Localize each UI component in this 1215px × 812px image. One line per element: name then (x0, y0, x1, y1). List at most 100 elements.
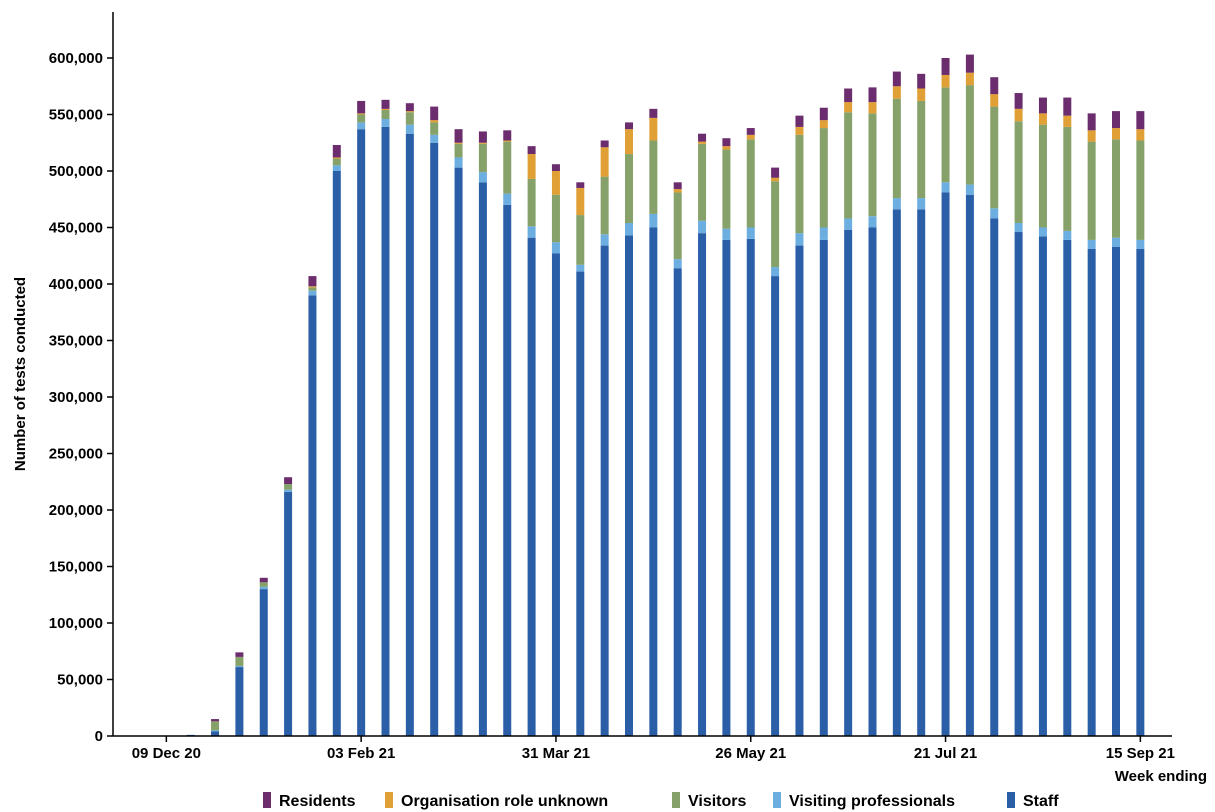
bar-segment-visitors (405, 112, 414, 125)
bar-segment-staff (405, 133, 414, 736)
bar-segment-visitors (868, 113, 877, 217)
bar-stack (892, 71, 901, 737)
bar-segment-organisation-role-unknown (868, 102, 877, 114)
bar-segment-visiting-professionals (259, 586, 268, 590)
bar-segment-staff (551, 253, 560, 737)
bar-segment-staff (235, 667, 244, 736)
bar-segment-staff (1136, 248, 1145, 736)
x-tick-label: 31 Mar 21 (522, 745, 590, 762)
legend-label: Organisation role unknown (401, 793, 608, 810)
bar-segment-visiting-professionals (503, 193, 512, 205)
bar-segment-visitors (576, 215, 585, 265)
bar-segment-staff (576, 271, 585, 736)
x-axis-title: Week ending (1115, 768, 1207, 785)
bar-segment-residents (990, 77, 999, 95)
bar-segment-residents (673, 182, 682, 190)
bar-stack (381, 99, 390, 737)
bar-segment-organisation-role-unknown (771, 177, 780, 182)
bar-segment-visiting-professionals (941, 182, 950, 193)
bar-segment-residents (259, 577, 268, 583)
bar-segment-visitors (844, 112, 853, 219)
bar-segment-residents (478, 131, 487, 143)
bar-segment-organisation-role-unknown (503, 140, 512, 142)
bar-segment-visitors (649, 140, 658, 214)
bar-segment-residents (430, 106, 439, 121)
bar-segment-staff (819, 239, 828, 736)
bar-segment-organisation-role-unknown (844, 102, 853, 113)
bar-segment-visitors (722, 149, 731, 229)
axes (112, 12, 1172, 737)
legend-item-organisation-role-unknown: Organisation role unknown (385, 792, 608, 810)
y-tick-label: 300,000 (49, 389, 103, 406)
bar-segment-visiting-professionals (1136, 239, 1145, 249)
bar-stack (454, 129, 463, 737)
bar-segment-residents (381, 99, 390, 109)
bar-segment-visitors (746, 139, 755, 228)
bar-segment-residents (892, 71, 901, 87)
bar-segment-staff (284, 491, 293, 736)
bar-segment-staff (892, 209, 901, 737)
bar-segment-visitors (673, 192, 682, 260)
bar-stack (576, 182, 585, 736)
bar-segment-visiting-professionals (381, 119, 390, 127)
bar-segment-organisation-role-unknown (1112, 128, 1120, 140)
bar-segment-organisation-role-unknown (1063, 115, 1072, 127)
x-tick-label: 26 May 21 (715, 745, 786, 762)
y-ticks: 0 50,000 100,000 150,000 200,000 250,000 300,0… (49, 50, 113, 745)
bar-segment-staff (454, 167, 463, 737)
bar-segment-organisation-role-unknown (795, 126, 804, 135)
bar-segment-visiting-professionals (332, 165, 341, 171)
bar-segment-visitors (941, 87, 950, 183)
bar-segment-organisation-role-unknown (819, 120, 828, 129)
x-tick-label: 21 Jul 21 (914, 745, 977, 762)
bar-segment-organisation-role-unknown (673, 189, 682, 193)
bar-segment-visitors (430, 122, 439, 135)
bar-segment-staff (332, 171, 341, 736)
bar-stack (600, 140, 609, 736)
bar-stack (357, 100, 366, 736)
legend-label: Residents (279, 793, 356, 810)
bar-segment-visiting-professionals (917, 198, 926, 210)
bar-segment-organisation-role-unknown (576, 187, 585, 216)
bar-segment-visitors (235, 656, 244, 666)
bar-stack (1087, 113, 1096, 736)
bar-segment-residents (965, 54, 974, 73)
bar-segment-staff (308, 295, 317, 736)
bar-segment-residents (698, 133, 707, 142)
y-tick-label: 500,000 (49, 163, 103, 180)
bar-segment-organisation-role-unknown (332, 157, 341, 159)
bar-segment-staff (673, 268, 682, 736)
legend-swatch (385, 792, 393, 808)
bar-segment-residents (625, 122, 633, 130)
bar-segment-visiting-professionals (284, 489, 293, 492)
bar-segment-organisation-role-unknown (917, 88, 926, 101)
bar-segment-residents (795, 115, 804, 127)
bar-segment-visiting-professionals (405, 124, 414, 134)
bar-segment-residents (746, 128, 755, 135)
bar-segment-visiting-professionals (1087, 239, 1096, 249)
legend-label: Visitors (688, 793, 747, 810)
bar-segment-staff (844, 229, 853, 736)
bar-segment-staff (868, 227, 877, 736)
y-tick-label: 50,000 (57, 672, 103, 689)
bar-segment-residents (1112, 111, 1120, 129)
bar-segment-visitors (795, 134, 804, 234)
bar-segment-residents (308, 276, 317, 287)
legend: Residents Organisation role unknown Visito… (263, 792, 1059, 810)
bar-stack (868, 87, 877, 736)
bar-segment-staff (990, 218, 999, 736)
bar-stack (1136, 111, 1145, 736)
y-tick-label: 400,000 (49, 276, 103, 293)
legend-swatch (672, 792, 680, 808)
bar-stack (405, 103, 414, 736)
bar-segment-visiting-professionals (673, 259, 682, 269)
bar-stack (235, 652, 244, 736)
bar-segment-visiting-professionals (211, 730, 220, 732)
bar-segment-staff (941, 192, 950, 737)
bar-segment-visitors (1014, 121, 1023, 223)
bar-segment-organisation-role-unknown (357, 113, 366, 115)
bar-segment-staff (1063, 239, 1072, 736)
bar-segment-visitors (819, 128, 828, 228)
bar-segment-residents (454, 129, 463, 143)
